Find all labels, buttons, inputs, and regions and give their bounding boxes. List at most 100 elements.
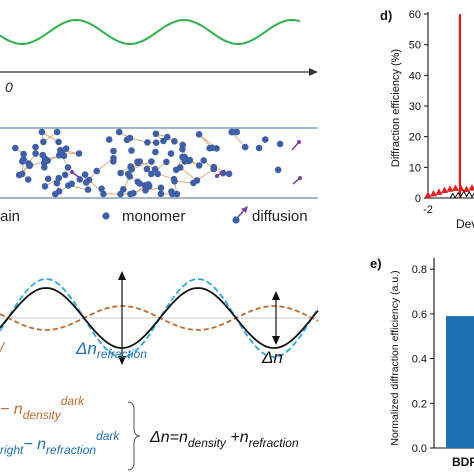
- polymer-chain: [21, 153, 36, 175]
- monomer-dot: [213, 145, 220, 152]
- monomer-dot: [64, 164, 72, 171]
- monomer-dot: [110, 158, 117, 165]
- monomer-dot: [241, 143, 249, 151]
- polymer-chain: [155, 133, 175, 142]
- chart-d-point-red: [463, 185, 470, 193]
- chart-e-bars: [446, 316, 474, 448]
- orange-edge-mark: /: [0, 339, 6, 355]
- chart-d-point-red: [452, 184, 459, 191]
- monomer-dots: [12, 128, 284, 198]
- monomer-dot: [105, 136, 113, 143]
- chart-e-ytick-label: 0.2: [412, 398, 427, 410]
- monomer-dot: [142, 187, 149, 194]
- monomer-dot: [126, 173, 134, 180]
- monomer-dot: [115, 128, 123, 136]
- chart-d-ytick-label: 50: [409, 40, 421, 52]
- polymer-chain: [59, 149, 80, 168]
- chart-e-bar: [446, 316, 474, 448]
- monomer-dot: [195, 162, 203, 169]
- diffusion-arrowhead-icon: [215, 174, 219, 178]
- chart-d-point-red: [457, 184, 465, 192]
- legend-monomer-icon: [102, 212, 110, 220]
- diffusion-arrowhead-icon: [297, 140, 301, 144]
- monomer-dot: [157, 190, 165, 198]
- monomer-dot: [229, 128, 237, 136]
- monomer-dot: [134, 159, 142, 167]
- chart-d-y-ticks: 60 50 40 30 20 10 0: [409, 9, 428, 205]
- chart-d-ytick-label: 0: [415, 193, 421, 205]
- monomer-dot: [163, 158, 170, 166]
- green-sine-wave: [0, 18, 301, 46]
- chart-d-ytick-label: 10: [409, 162, 421, 174]
- monomer-dot: [57, 146, 64, 154]
- chart-d-panel-label: d): [380, 8, 392, 23]
- monomer-dot: [144, 139, 151, 146]
- chart-e-ytick-label: 0.6: [412, 309, 427, 321]
- diffusion-arrowhead-icon: [298, 176, 302, 180]
- chart-e-panel-label: e): [370, 256, 382, 271]
- monomer-dot: [61, 171, 69, 179]
- polymer-chain: [118, 131, 157, 144]
- monomer-dot: [39, 151, 46, 159]
- monomer-dot: [40, 138, 47, 146]
- monomer-dot: [52, 190, 59, 198]
- chart-d-x-ticks: -2: [423, 204, 433, 216]
- chart-d-xlabel: Dev: [456, 217, 474, 231]
- monomer-dot: [75, 150, 83, 157]
- monomer-dot: [53, 128, 61, 136]
- monomer-dot: [262, 136, 269, 143]
- chart-d-point-red: [468, 184, 474, 191]
- monomer-dot: [186, 156, 194, 164]
- monomer-dot: [195, 131, 203, 138]
- diffusion-arrows: [70, 140, 302, 185]
- monomer-dot: [53, 179, 61, 187]
- monomer-dot: [55, 174, 63, 182]
- monomer-dot: [154, 170, 161, 178]
- chart-d-points: [424, 184, 474, 199]
- equation-refraction-line: right− nrefractiondark: [0, 429, 120, 457]
- delta-n-label: Δn: [261, 348, 283, 367]
- chart-d-ytick-label: 30: [409, 101, 421, 113]
- polymer-chain: [41, 131, 59, 143]
- monomer-dot: [160, 137, 167, 145]
- monomer-dot: [190, 179, 197, 187]
- monomer-dot: [81, 171, 89, 178]
- monomer-dot: [68, 180, 75, 188]
- polymer-chain: [179, 167, 224, 182]
- monomer-dot: [181, 153, 188, 161]
- chart-d-point-red: [435, 188, 443, 195]
- monomer-dot: [176, 164, 184, 171]
- top-wave-panel: 0: [0, 18, 318, 95]
- monomer-dot: [84, 186, 92, 193]
- monomer-dot: [93, 167, 100, 175]
- monomer-dot: [32, 143, 39, 151]
- delta-n-arrowhead-up-icon: [272, 291, 280, 300]
- delta-n-refraction-arrowhead-up-icon: [118, 271, 126, 280]
- equation-density-line: − ndensitydark: [0, 394, 85, 422]
- chart-e-ytick-label: 0.0: [412, 443, 427, 455]
- chart-d-xtick-label: -2: [423, 204, 433, 216]
- equation-bracket: [127, 401, 141, 471]
- monomer-dot: [148, 158, 155, 165]
- chart-d-point-black: [454, 191, 462, 198]
- monomer-dot: [12, 144, 19, 152]
- chart-d-point-red: [441, 186, 448, 194]
- diffusion-arrowhead-icon: [70, 170, 74, 174]
- chart-d-point-black: [449, 192, 457, 199]
- monomer-dot: [225, 170, 233, 178]
- monomer-dot: [62, 145, 70, 152]
- monomer-dot: [255, 144, 263, 152]
- monomer-dot: [173, 190, 181, 198]
- monomer-dot: [110, 147, 117, 155]
- monomer-dot: [200, 157, 207, 164]
- monomer-dot: [18, 170, 26, 178]
- monomer-dot: [128, 147, 135, 154]
- monomer-dot: [98, 185, 105, 193]
- total-wave-black: [0, 287, 319, 349]
- density-wave-orange: [0, 305, 319, 331]
- monomer-dot: [120, 186, 127, 193]
- delta-n-refraction-arrowhead-down-icon: [118, 356, 126, 365]
- chart-e: e) Normalized diffraction efficiency (a.…: [370, 256, 474, 469]
- monomer-dot: [152, 139, 160, 146]
